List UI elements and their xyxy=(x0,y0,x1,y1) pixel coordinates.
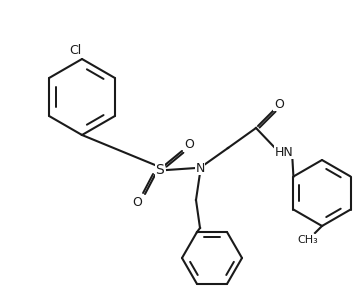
Text: S: S xyxy=(156,163,164,177)
Text: Cl: Cl xyxy=(69,44,81,56)
Text: CH₃: CH₃ xyxy=(298,235,318,245)
Text: O: O xyxy=(132,197,142,209)
Text: N: N xyxy=(195,161,205,175)
Text: HN: HN xyxy=(275,145,293,159)
Text: O: O xyxy=(184,138,194,152)
Text: O: O xyxy=(274,98,284,110)
